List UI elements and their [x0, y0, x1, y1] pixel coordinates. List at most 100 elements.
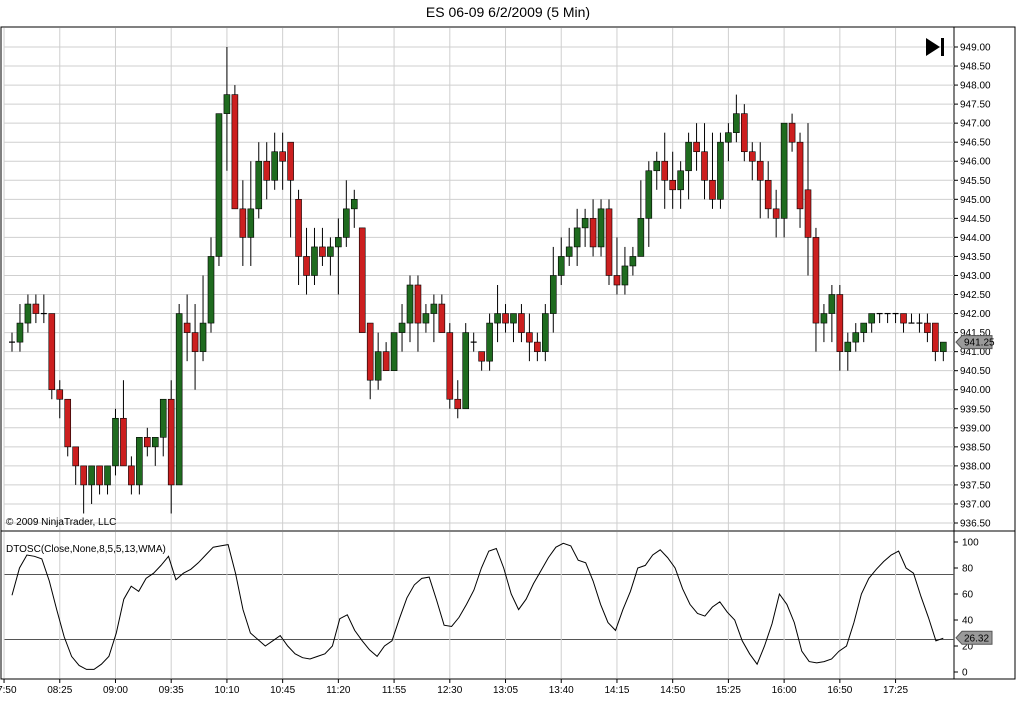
candlestick-series	[9, 47, 947, 514]
price-axis: 949.00 948.50 948.00 947.50 947.00 946.50 946.…	[954, 43, 991, 530]
candle-body-up	[350, 199, 358, 210]
price-tick-label: 942.50	[960, 290, 991, 301]
time-tick-label: 13:40	[549, 685, 574, 696]
candle-body-down	[900, 313, 907, 324]
price-tick-label: 938.00	[960, 461, 991, 472]
oscillator-tick-label: 80	[962, 564, 974, 575]
candle-body-down	[812, 237, 820, 324]
candle-body-down	[128, 465, 135, 486]
price-tick-label: 948.50	[960, 62, 991, 73]
time-tick-label: 11:55	[382, 685, 407, 696]
candle-body-up	[549, 275, 557, 314]
candle-body-up	[940, 341, 947, 352]
price-tick-label: 943.00	[960, 271, 991, 282]
chart-title: ES 06-09 6/2/2009 (5 Min)	[425, 4, 591, 20]
candle-body-up	[406, 284, 414, 324]
price-tick-label: 939.50	[960, 404, 991, 415]
candle-body-down	[167, 398, 175, 486]
candle-body-up	[247, 208, 255, 238]
candle-body-down	[518, 313, 525, 333]
end-bar-icon	[941, 38, 944, 56]
candle-body-up	[677, 170, 684, 191]
price-tick-label: 947.50	[960, 100, 991, 111]
price-tick-label: 940.00	[960, 385, 991, 396]
indicator-title: DTOSC(Close,None,8,5,5,13,WMA)	[6, 544, 166, 555]
price-tick-label: 943.50	[960, 252, 991, 263]
price-tick-label: 941.00	[960, 347, 991, 358]
candle-body-down	[239, 208, 247, 238]
candle-body-up	[343, 208, 350, 238]
current-oscillator-marker: 26.32	[955, 630, 993, 645]
price-tick-label: 937.50	[960, 480, 991, 491]
price-tick-label: 938.50	[960, 442, 991, 453]
candle-body-down	[741, 113, 748, 153]
candle-body-down	[756, 160, 764, 181]
oscillator-tick-label: 40	[962, 616, 974, 627]
candle-body-up	[271, 151, 278, 181]
price-tick-label: 946.50	[960, 138, 991, 149]
candle-body-down	[796, 141, 804, 210]
candle-body-down	[932, 322, 939, 352]
current-oscillator-label: 26.32	[964, 633, 989, 644]
time-tick-label: 16:00	[772, 685, 797, 696]
candle-body-up	[390, 332, 398, 371]
time-tick-label: 14:15	[604, 685, 629, 696]
candle-body-up	[430, 303, 438, 314]
price-tick-label: 936.50	[960, 519, 991, 530]
candle-body-up	[852, 332, 860, 343]
oscillator-tick-label: 100	[962, 538, 979, 549]
candle-body-down	[358, 227, 366, 333]
candle-body-up	[581, 218, 589, 229]
candle-body-down	[263, 160, 271, 181]
candle-body-down	[414, 284, 422, 324]
current-price-label: 941.25	[964, 338, 995, 349]
price-tick-label: 944.00	[960, 233, 991, 244]
price-tick-label: 949.00	[960, 43, 991, 54]
candle-body-up	[199, 322, 207, 352]
time-tick-label: 13:05	[493, 685, 518, 696]
candle-body-up	[717, 141, 724, 200]
scroll-to-end-button[interactable]	[926, 38, 944, 56]
candle-body-down	[589, 218, 597, 248]
candle-body-down	[661, 160, 669, 181]
oscillator-tick-label: 60	[962, 590, 974, 601]
candle-body-up	[597, 208, 605, 248]
time-axis: 07:50 08:25 09:00 09:35 10:10 10:45 11:20 11:55…	[0, 679, 909, 696]
candle-body-up	[422, 313, 430, 324]
current-price-marker: 941.25	[955, 335, 995, 350]
candle-body-up	[462, 332, 470, 410]
current-price-marker-shape	[955, 335, 993, 350]
candle-body-up	[207, 256, 215, 324]
candle-body-up	[159, 398, 167, 438]
candle-body-up	[725, 132, 732, 143]
time-tick-label: 15:25	[716, 685, 741, 696]
time-tick-label: 17:25	[883, 685, 908, 696]
candle-body-down	[366, 322, 374, 381]
candle-body-down	[613, 275, 621, 286]
candle-body-down	[446, 332, 454, 400]
candle-body-up	[860, 322, 868, 333]
candle-body-down	[526, 332, 533, 343]
candle-body-down	[478, 351, 485, 362]
candle-body-down	[56, 389, 64, 400]
price-tick-label: 944.50	[960, 214, 991, 225]
candle-body-down	[191, 332, 199, 352]
price-grid	[3, 28, 954, 530]
candle-body-down	[709, 179, 716, 200]
candle-body-down	[80, 465, 87, 486]
candle-body-up	[151, 437, 159, 448]
candle-body-up	[88, 465, 95, 486]
candle-body-up	[398, 322, 406, 333]
price-tick-label: 947.00	[960, 119, 991, 130]
price-tick-label: 945.50	[960, 176, 991, 187]
candle-body-down	[502, 313, 509, 324]
candle-body-down	[303, 256, 310, 276]
candle-body-up	[486, 322, 493, 362]
candle-body-up	[685, 141, 692, 172]
candle-body-up	[780, 122, 788, 219]
candle-body-up	[215, 113, 223, 257]
candle-body-down	[183, 322, 191, 333]
time-tick-label: 10:10	[214, 685, 239, 696]
candle-body-down	[382, 351, 390, 371]
candle-body-down	[534, 341, 541, 352]
